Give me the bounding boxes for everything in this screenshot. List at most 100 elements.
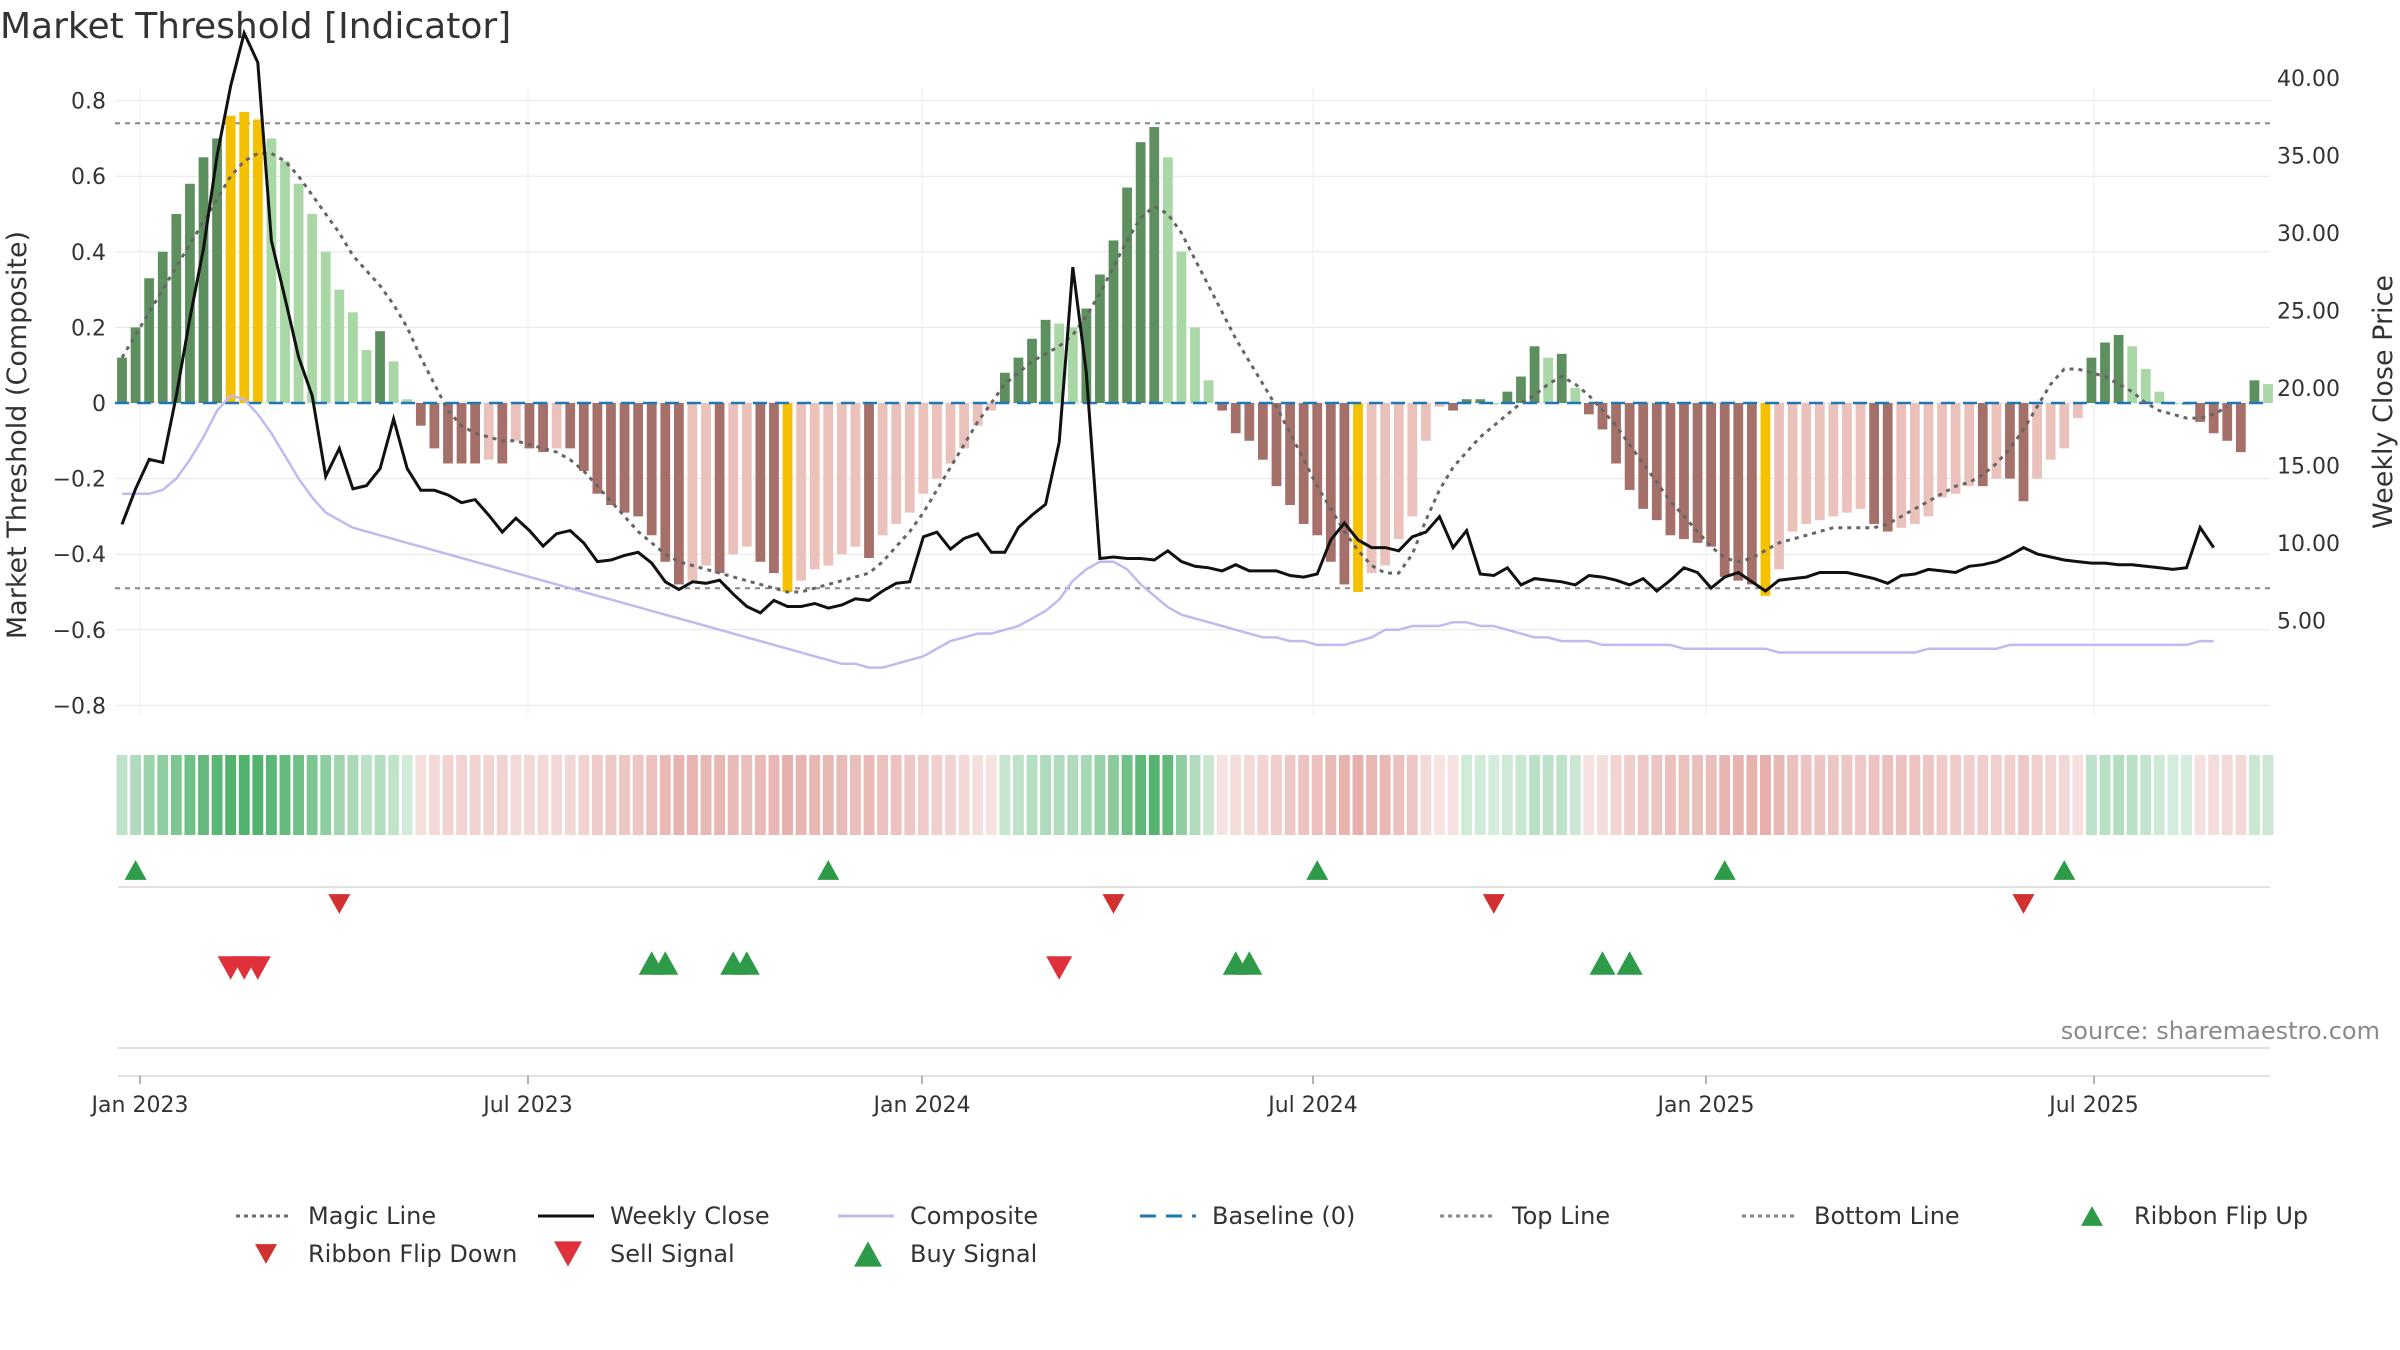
y-tick-label: 0.6 <box>71 165 106 190</box>
composite-bar <box>904 403 915 513</box>
chart-legend: Magic Line Weekly Close Composite Baseline … <box>236 1202 2308 1268</box>
ribbon-cell <box>1529 755 1540 835</box>
ribbon-cell <box>2058 755 2070 835</box>
ribbon-cell <box>605 755 617 835</box>
ribbon-cell <box>1841 755 1853 835</box>
composite-bar <box>1285 403 1295 506</box>
composite-bar <box>2086 357 2097 403</box>
composite-bar <box>1230 403 1241 434</box>
composite-bar <box>185 183 195 403</box>
composite-bar <box>1421 403 1431 441</box>
ribbon-cell <box>1338 755 1350 835</box>
ribbon-cell <box>1067 755 1079 835</box>
composite-bar <box>443 403 453 464</box>
ribbon-cell <box>1447 755 1459 835</box>
composite-bar <box>1692 403 1703 543</box>
ribbon-cell <box>673 755 685 835</box>
composite-bar <box>1122 187 1132 403</box>
composite-bar <box>673 403 684 585</box>
composite-bar <box>551 403 562 449</box>
ribbon-cell <box>1556 755 1568 835</box>
composite-bar <box>1502 391 1513 403</box>
ribbon-cell <box>1488 755 1500 835</box>
composite-bar <box>2195 403 2205 422</box>
composite-bar <box>348 312 358 403</box>
ribbon-cell <box>1678 755 1690 835</box>
ribbon-cell <box>1732 755 1744 835</box>
ribbon-flip-up-marker <box>817 860 840 880</box>
ribbon-cell <box>822 755 834 835</box>
ribbon-cell <box>2248 755 2260 835</box>
composite-bar <box>1543 357 1554 403</box>
ribbon-cell <box>333 755 345 835</box>
buy-signal-marker <box>1589 951 1616 975</box>
ribbon-cell <box>850 755 861 835</box>
composite-bar <box>714 403 725 574</box>
x-tick-label: Jan 2025 <box>1656 1093 1755 1118</box>
buy-signal-marker <box>652 951 679 975</box>
composite-bar <box>1488 403 1499 405</box>
composite-bar <box>1271 403 1282 487</box>
composite-bar <box>1203 380 1214 403</box>
composite-bar <box>1095 274 1105 403</box>
ribbon-cell <box>279 755 291 835</box>
composite-bar <box>986 403 997 411</box>
composite-bar <box>769 403 779 574</box>
ribbon-cell <box>2153 755 2165 835</box>
ribbon-cell <box>972 755 984 835</box>
composite-bar <box>836 403 847 555</box>
ribbon-cell <box>551 755 563 835</box>
ribbon-cell <box>1121 755 1133 835</box>
signal-subplots <box>118 886 2270 1077</box>
composite-bar <box>864 403 874 558</box>
ribbon-cell <box>646 755 658 835</box>
ribbon-flip-up-marker <box>1306 860 1329 880</box>
ribbon-cell <box>1148 755 1160 835</box>
composite-bar <box>796 403 807 581</box>
composite-bar <box>1298 403 1309 524</box>
ribbon-cell <box>754 755 766 835</box>
x-tick-label: Jan 2024 <box>872 1093 971 1118</box>
ribbon-cell <box>1977 755 1989 835</box>
ribbon-cell <box>985 755 997 835</box>
ribbon-cell <box>2045 755 2057 835</box>
ribbon-cell <box>1923 755 1934 835</box>
ribbon-cell <box>537 755 549 835</box>
composite-bar <box>959 403 969 449</box>
signal-ribbon <box>116 755 2274 835</box>
composite-bar <box>239 111 250 403</box>
composite-bar <box>646 403 657 536</box>
composite-bar <box>2113 334 2124 403</box>
composite-bar <box>2154 391 2165 403</box>
ribbon-cell <box>2262 755 2274 835</box>
composite-bar <box>1339 403 1350 585</box>
composite-bar <box>918 403 929 494</box>
composite-bar <box>2045 403 2056 460</box>
composite-bar <box>2005 403 2015 479</box>
ribbon-cell <box>1800 755 1812 835</box>
composite-bar <box>782 403 793 592</box>
ribbon-cell <box>1040 755 1052 835</box>
legend-label: Magic Line <box>308 1202 436 1230</box>
composite-bar <box>1448 403 1458 411</box>
composite-bar <box>1719 403 1730 577</box>
composite-bar <box>1706 403 1717 547</box>
ribbon-cell <box>1434 755 1445 835</box>
ribbon-cell <box>225 755 237 835</box>
composite-bar <box>1461 399 1472 403</box>
y2-axis-label: Weekly Close Price <box>2368 275 2399 529</box>
y2-tick-label: 20.00 <box>2277 377 2340 402</box>
ribbon-cell <box>1162 755 1174 835</box>
right-axis-ticks: 40.00 35.00 30.00 25.00 20.00 15.00 10.00 5.00 <box>2277 67 2340 635</box>
ribbon-cell <box>1936 755 1948 835</box>
composite-bar <box>1638 403 1649 509</box>
composite-bar <box>415 403 426 426</box>
ribbon-cell <box>198 755 209 835</box>
composite-bar <box>1162 157 1173 403</box>
composite-bar <box>2018 403 2029 502</box>
legend-label: Composite <box>910 1202 1038 1230</box>
ribbon-cell <box>1012 755 1024 835</box>
ribbon-cell <box>1393 755 1405 835</box>
composite-bar <box>823 403 834 566</box>
y2-tick-label: 25.00 <box>2277 300 2340 325</box>
